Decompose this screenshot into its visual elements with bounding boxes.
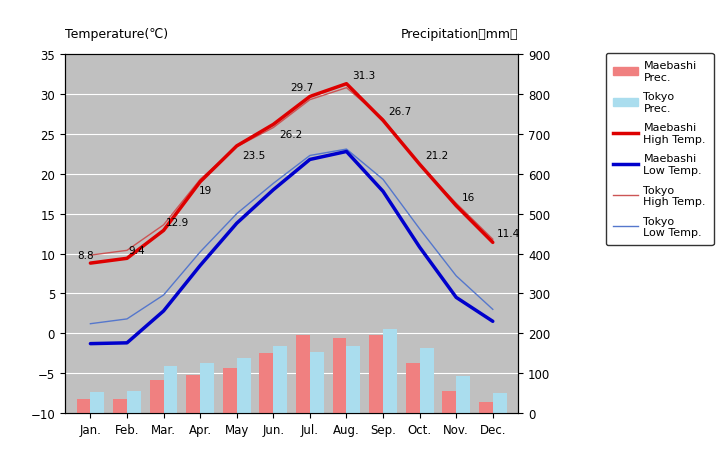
Text: 8.8: 8.8 xyxy=(78,250,94,260)
Bar xyxy=(442,391,456,413)
Bar xyxy=(333,338,346,413)
Text: 12.9: 12.9 xyxy=(166,218,189,228)
Bar xyxy=(420,348,433,413)
Bar xyxy=(200,364,214,413)
Text: 31.3: 31.3 xyxy=(352,71,375,80)
Legend: Maebashi
Prec., Tokyo
Prec., Maebashi
High Temp., Maebashi
Low Temp., Tokyo
High: Maebashi Prec., Tokyo Prec., Maebashi Hi… xyxy=(606,53,714,246)
Bar xyxy=(113,399,127,413)
Bar xyxy=(237,358,251,413)
Bar xyxy=(127,391,141,413)
Bar xyxy=(186,375,200,413)
Text: 11.4: 11.4 xyxy=(497,229,520,239)
Bar xyxy=(91,392,104,413)
Bar xyxy=(274,347,287,413)
Bar xyxy=(383,330,397,413)
Bar xyxy=(492,393,507,413)
Text: Precipitation（mm）: Precipitation（mm） xyxy=(401,28,518,41)
Bar xyxy=(150,381,163,413)
Text: 29.7: 29.7 xyxy=(289,83,313,93)
Text: 23.5: 23.5 xyxy=(242,151,266,161)
Bar xyxy=(76,400,91,413)
Bar xyxy=(310,352,324,413)
Bar xyxy=(346,346,361,413)
Text: 26.2: 26.2 xyxy=(279,129,302,140)
Text: 16: 16 xyxy=(462,192,475,202)
Text: 21.2: 21.2 xyxy=(425,151,449,161)
Bar xyxy=(163,367,177,413)
Bar xyxy=(406,364,420,413)
Text: Temperature(℃): Temperature(℃) xyxy=(65,28,168,41)
Text: 19: 19 xyxy=(198,185,212,195)
Bar xyxy=(222,368,237,413)
Text: 26.7: 26.7 xyxy=(389,107,412,117)
Bar xyxy=(259,353,274,413)
Bar xyxy=(479,402,492,413)
Bar xyxy=(369,336,383,413)
Text: 9.4: 9.4 xyxy=(129,246,145,256)
Bar xyxy=(296,335,310,413)
Bar xyxy=(456,376,470,413)
